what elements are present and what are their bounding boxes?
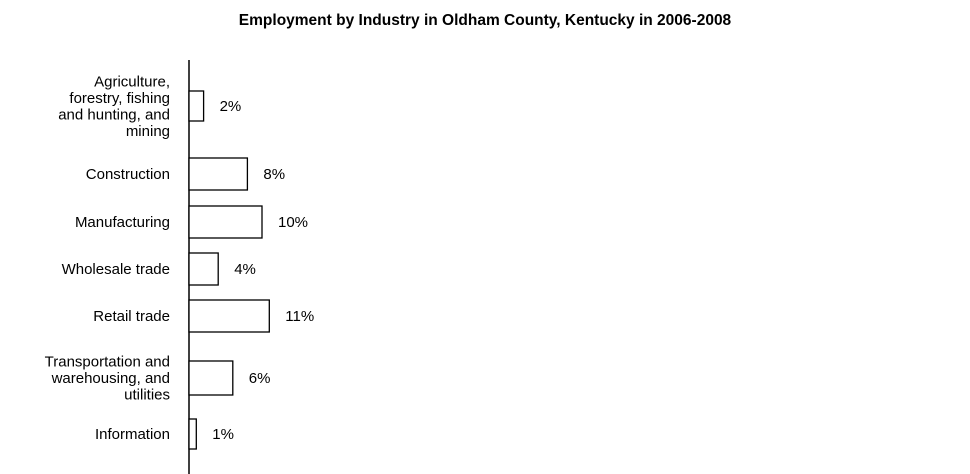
category-label-line: warehousing, and [51,370,170,387]
category-label-line: Retail trade [93,308,170,325]
category-label-line: Wholesale trade [62,261,170,278]
value-label-0: 2% [220,98,242,115]
bar-2 [188,205,263,239]
bar-0 [188,90,205,122]
category-label-line: Transportation and [45,354,170,371]
category-labels: Agriculture, forestry, fishing and hunting… [45,73,170,443]
bar-6 [188,418,197,450]
category-label-4: Retail trade [93,308,170,325]
bar-5 [188,360,234,396]
category-label-2: Manufacturing [75,214,170,231]
value-label-1: 8% [263,166,285,183]
category-label-line: Information [95,426,170,443]
chart-title: Employment by Industry in Oldham County,… [238,12,732,29]
value-label-2: 10% [278,214,308,231]
category-label-line: Construction [86,166,170,183]
bar-3 [188,252,219,286]
category-label-6: Information [95,426,170,443]
category-label-5: Transportation and warehousing, and utilit… [45,354,170,404]
bars-layer [188,90,270,450]
category-label-line: Manufacturing [75,214,170,231]
bar-1 [188,157,249,191]
category-label-line: utilities [124,387,170,404]
bar-4 [188,299,270,333]
category-label-line: forestry, fishing [69,90,170,107]
value-label-3: 4% [234,261,256,278]
value-labels: 2% 8% 10% 4% 11% 6% 1% [212,98,314,443]
category-label-line: Agriculture, [94,73,170,90]
value-label-4: 11% [285,308,314,325]
category-label-0: Agriculture, forestry, fishing and hunting… [58,73,170,140]
category-label-3: Wholesale trade [62,261,170,278]
category-label-1: Construction [86,166,170,183]
value-label-5: 6% [249,370,271,387]
category-label-line: mining [126,123,170,140]
category-label-line: and hunting, and [58,106,170,123]
value-label-6: 1% [212,426,234,443]
